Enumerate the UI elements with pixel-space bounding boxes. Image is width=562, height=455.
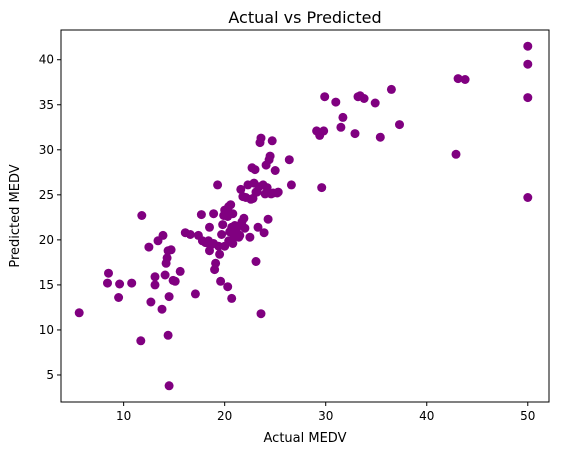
data-point-57: [227, 293, 237, 303]
data-point-34: [205, 222, 214, 232]
data-point-126: [523, 93, 533, 103]
data-point-103: [284, 155, 294, 165]
data-point-27: [185, 230, 195, 239]
data-point-0: [74, 308, 84, 318]
data-point-100: [270, 166, 280, 175]
data-point-72: [240, 223, 250, 233]
plot-frame: [60, 29, 550, 403]
chart-title: Actual vs Predicted: [228, 8, 381, 27]
data-point-46: [218, 220, 228, 230]
data-point-98: [267, 136, 277, 146]
data-point-15: [160, 270, 170, 280]
data-point-94: [263, 214, 273, 224]
data-point-123: [460, 75, 470, 84]
data-point-125: [523, 59, 533, 69]
data-point-14: [158, 230, 168, 240]
y-axis-ticks: 5 10 15 20 25 30 35 40: [39, 53, 61, 382]
x-tick-label: 40: [419, 409, 434, 423]
data-point-60: [228, 209, 238, 219]
data-points: [74, 41, 533, 391]
y-tick-label: 10: [39, 323, 54, 337]
y-tick-label: 30: [39, 143, 54, 157]
data-point-122: [453, 74, 463, 84]
data-point-90: [259, 228, 269, 238]
data-point-121: [451, 149, 461, 159]
data-point-56: [226, 200, 236, 210]
data-point-68: [236, 184, 246, 194]
data-point-109: [320, 92, 330, 102]
x-axis-label: Actual MEDV: [264, 431, 347, 446]
data-point-43: [215, 249, 225, 259]
data-point-119: [386, 84, 396, 94]
data-point-10: [150, 280, 160, 290]
x-axis-ticks: 10 20 30 40 50: [116, 402, 535, 423]
y-axis-label: Predicted MEDV: [8, 164, 23, 267]
data-point-44: [216, 276, 226, 286]
data-point-1: [103, 278, 112, 288]
y-tick-label: 25: [39, 188, 54, 202]
data-point-96: [265, 151, 275, 161]
data-point-9: [146, 297, 156, 307]
data-point-19: [164, 292, 174, 302]
data-point-45: [217, 230, 227, 239]
data-point-4: [115, 279, 125, 289]
data-point-113: [350, 129, 360, 139]
data-point-3: [114, 293, 124, 302]
y-tick-label: 15: [39, 278, 54, 292]
data-point-84: [253, 222, 263, 232]
data-point-30: [196, 210, 206, 220]
data-point-11: [150, 272, 160, 282]
data-point-71: [239, 213, 249, 223]
data-point-108: [319, 126, 329, 136]
y-tick-label: 35: [39, 98, 54, 112]
data-point-87: [256, 133, 266, 143]
data-point-111: [336, 122, 346, 132]
data-point-20: [163, 330, 173, 340]
data-point-88: [256, 309, 266, 319]
data-point-24: [170, 276, 180, 286]
data-point-21: [164, 381, 174, 391]
data-point-22: [166, 245, 176, 255]
data-point-13: [157, 304, 167, 314]
data-point-25: [175, 266, 185, 276]
data-point-40: [211, 258, 221, 268]
data-point-107: [317, 183, 327, 193]
data-point-37: [209, 209, 219, 219]
data-point-120: [395, 120, 404, 130]
data-point-41: [213, 180, 223, 190]
data-point-110: [331, 97, 341, 107]
data-point-118: [375, 132, 385, 142]
data-point-2: [104, 268, 113, 278]
data-point-104: [286, 180, 296, 190]
data-point-8: [144, 242, 154, 252]
x-tick-label: 20: [217, 409, 232, 423]
data-point-102: [273, 187, 283, 197]
y-tick-label: 40: [39, 53, 54, 67]
x-tick-label: 50: [520, 409, 535, 423]
data-point-116: [359, 94, 369, 103]
data-point-17: [162, 253, 172, 263]
y-tick-label: 20: [39, 233, 54, 247]
data-point-124: [523, 41, 533, 51]
data-point-127: [523, 193, 533, 202]
y-tick-label: 5: [46, 368, 54, 382]
data-point-28: [190, 289, 200, 299]
data-point-81: [251, 257, 261, 266]
data-point-7: [137, 211, 147, 220]
data-point-80: [250, 165, 260, 175]
data-point-112: [338, 112, 348, 122]
data-point-5: [127, 278, 137, 288]
x-tick-label: 10: [116, 409, 131, 423]
data-point-6: [136, 336, 146, 346]
data-point-52: [223, 282, 233, 292]
x-tick-label: 30: [318, 409, 333, 423]
data-point-117: [370, 98, 380, 108]
data-point-75: [245, 232, 255, 242]
data-point-66: [235, 230, 245, 240]
